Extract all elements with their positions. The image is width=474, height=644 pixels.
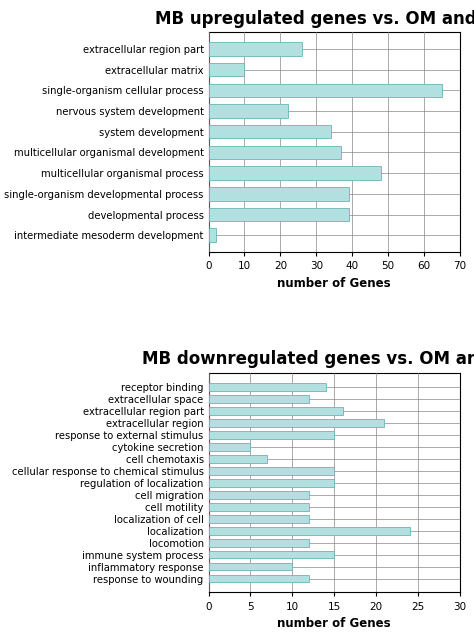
Bar [209,491,309,498]
Bar [209,407,343,415]
X-axis label: number of Genes: number of Genes [277,617,391,630]
Bar [209,563,292,571]
Bar [209,467,334,475]
Bar [209,395,309,402]
Bar [209,383,326,390]
Bar [209,125,330,138]
Bar [209,478,334,486]
Bar [209,551,334,558]
Bar [209,419,384,426]
Bar [209,84,442,97]
Bar [209,43,302,55]
Bar [209,574,309,582]
Bar [209,538,309,547]
X-axis label: number of Genes: number of Genes [277,276,391,290]
Bar [209,187,348,200]
Bar [209,431,334,439]
Bar [209,515,309,522]
Bar [209,229,216,242]
Title: MB upregulated genes vs. OM and NM: MB upregulated genes vs. OM and NM [155,10,474,28]
Bar [209,104,288,118]
Bar [209,63,245,77]
Bar [209,527,410,535]
Bar [209,208,348,222]
Bar [209,455,267,462]
Title: MB downregulated genes vs. OM and NM: MB downregulated genes vs. OM and NM [142,350,474,368]
Bar [209,146,341,159]
Bar [209,442,250,451]
Bar [209,166,381,180]
Bar [209,503,309,511]
